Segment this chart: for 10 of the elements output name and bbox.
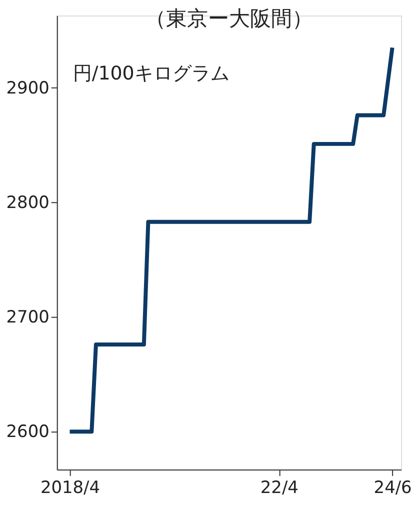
y-tick-label: 2800 [6,192,50,212]
x-tick-label: 24/6 [374,476,412,497]
y-tick-label: 2900 [6,77,50,98]
x-tick-label: 2018/4 [40,476,100,497]
y-tick-label: 2700 [6,306,50,327]
x-tick-label: 22/4 [260,476,298,497]
line-series [68,46,394,434]
chart-subtitle: （東京ー大阪間） [144,6,313,31]
y-tick-label: 2600 [6,421,50,442]
y-axis-title: 円/100キログラム [72,62,230,84]
